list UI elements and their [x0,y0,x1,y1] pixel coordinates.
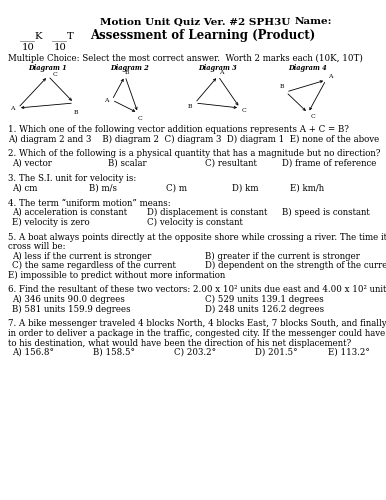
Text: 1. Which one of the following vector addition equations represents A + C = B?: 1. Which one of the following vector add… [8,125,349,134]
Text: B: B [125,70,129,74]
Text: A: A [104,98,108,102]
Text: D) 248 units 126.2 degrees: D) 248 units 126.2 degrees [205,304,324,314]
Text: Motion Unit Quiz Ver. #2 SPH3U: Motion Unit Quiz Ver. #2 SPH3U [100,18,290,26]
Text: A) vector: A) vector [12,159,51,168]
Text: ___K: ___K [20,31,42,41]
Text: B) speed is constant: B) speed is constant [282,208,369,217]
Text: A: A [219,70,223,74]
Text: in order to deliver a package in the traffic, congested city. If the messenger c: in order to deliver a package in the tra… [8,329,386,338]
Text: E) km/h: E) km/h [290,184,323,192]
Text: A: A [328,74,332,80]
Text: 5. A boat always points directly at the opposite shore while crossing a river. T: 5. A boat always points directly at the … [8,232,386,241]
Text: 6. Find the resultant of these two vectors: 2.00 x 10² units due east and 4.00 x: 6. Find the resultant of these two vecto… [8,286,386,294]
Text: C) m: C) m [166,184,187,192]
Text: A) less if the current is stronger: A) less if the current is stronger [12,252,151,260]
Text: D) dependent on the strength of the current: D) dependent on the strength of the curr… [205,261,386,270]
Text: E) velocity is zero: E) velocity is zero [12,218,89,226]
Text: A) cm: A) cm [12,184,37,192]
Text: Diagram 4: Diagram 4 [289,64,327,72]
Text: B) 158.5°: B) 158.5° [93,348,135,357]
Text: 3. The S.I. unit for velocity is:: 3. The S.I. unit for velocity is: [8,174,136,183]
Text: ___T: ___T [52,31,74,41]
Text: E) 113.2°: E) 113.2° [328,348,370,357]
Text: B: B [188,104,192,110]
Text: 10: 10 [54,42,67,51]
Text: B) scalar: B) scalar [108,159,147,168]
Text: A) diagram 2 and 3    B) diagram 2  C) diagram 3  D) diagram 1  E) none of the a: A) diagram 2 and 3 B) diagram 2 C) diagr… [8,134,379,143]
Text: Diagram 3: Diagram 3 [199,64,237,72]
Text: A) 156.8°: A) 156.8° [12,348,54,357]
Text: C: C [52,72,58,76]
Text: B) 581 units 159.9 degrees: B) 581 units 159.9 degrees [12,304,130,314]
Text: E) impossible to predict without more information: E) impossible to predict without more in… [8,270,225,280]
Text: 2. Which of the following is a physical quantity that has a magnitude but no dir: 2. Which of the following is a physical … [8,150,381,158]
Text: to his destination, what would have been the direction of his net displacement?: to his destination, what would have been… [8,338,351,347]
Text: A) acceleration is constant: A) acceleration is constant [12,208,127,217]
Text: B) greater if the current is stronger: B) greater if the current is stronger [205,252,359,260]
Text: C: C [311,114,315,119]
Text: Multiple Choice: Select the most correct answer.  Worth 2 marks each (10K, 10T): Multiple Choice: Select the most correct… [8,54,363,62]
Text: B: B [74,110,78,114]
Text: D) displacement is constant: D) displacement is constant [147,208,267,217]
Text: B) m/s: B) m/s [89,184,117,192]
Text: C: C [138,116,142,120]
Text: A: A [10,106,14,112]
Text: Diagram 1: Diagram 1 [29,64,68,72]
Text: 10: 10 [22,42,35,51]
Text: C) the same regardless of the current: C) the same regardless of the current [12,261,176,270]
Text: C) 203.2°: C) 203.2° [174,348,216,357]
Text: Name:: Name: [295,18,332,26]
Text: 7. A bike messenger traveled 4 blocks North, 4 blocks East, 7 blocks South, and : 7. A bike messenger traveled 4 blocks No… [8,320,386,328]
Text: D) 201.5°: D) 201.5° [255,348,297,357]
Text: 4. The term “uniform motion” means:: 4. The term “uniform motion” means: [8,198,171,207]
Text: C) 529 units 139.1 degrees: C) 529 units 139.1 degrees [205,295,323,304]
Text: Assessment of Learning (Product): Assessment of Learning (Product) [90,30,315,43]
Text: A) 346 units 90.0 degrees: A) 346 units 90.0 degrees [12,295,124,304]
Text: cross will be:: cross will be: [8,242,66,251]
Text: D) frame of reference: D) frame of reference [282,159,376,168]
Text: B: B [280,84,284,89]
Text: C) velocity is constant: C) velocity is constant [147,218,242,226]
Text: Diagram 2: Diagram 2 [111,64,149,72]
Text: D) km: D) km [232,184,258,192]
Text: C) resultant: C) resultant [205,159,256,168]
Text: C: C [242,108,246,112]
